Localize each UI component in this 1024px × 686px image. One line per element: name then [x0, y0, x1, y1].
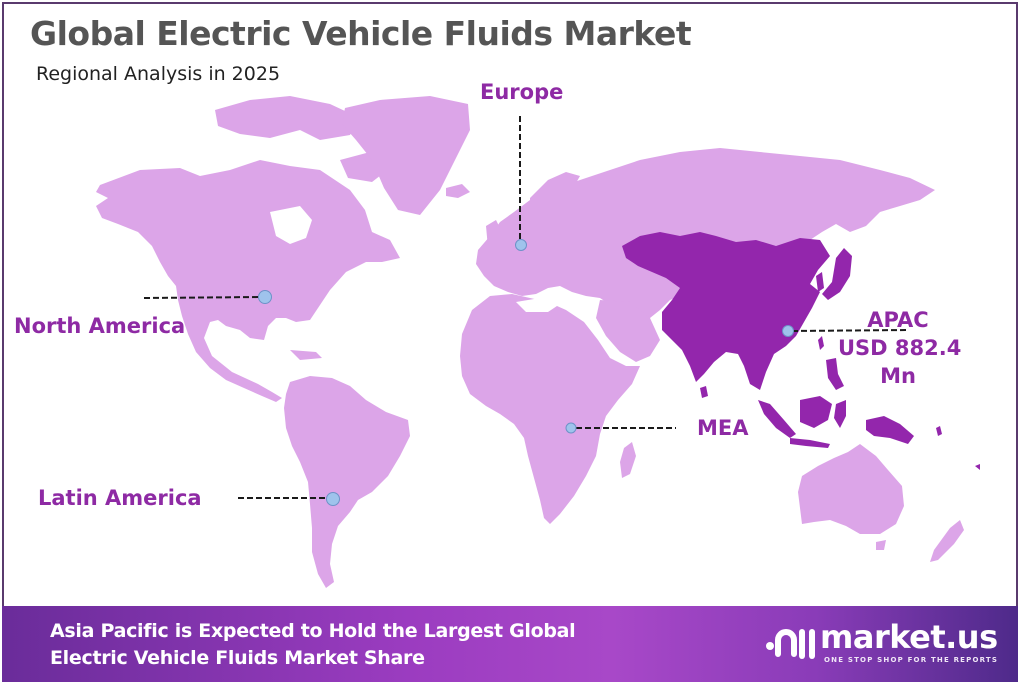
europe-marker[interactable] — [515, 239, 527, 251]
water-cutouts — [270, 206, 576, 312]
south-america-shape — [284, 376, 410, 588]
north-america-marker[interactable] — [258, 290, 272, 304]
region-label-north-america: North America — [14, 314, 186, 338]
apac-unit: Mn — [880, 364, 916, 388]
apac-region — [622, 232, 980, 470]
apac-leader-line — [791, 329, 909, 332]
market-us-logo[interactable]: market.us ONE STOP SHOP FOR THE REPORTS — [764, 618, 1004, 668]
africa-shape — [460, 294, 640, 524]
latin-america-marker[interactable] — [326, 492, 340, 506]
arctic-islands-shape — [215, 96, 360, 140]
banner-headline: Asia Pacific is Expected to Hold the Lar… — [50, 618, 576, 672]
logo-wordmark: market.us — [820, 618, 998, 656]
australia-shape — [798, 444, 904, 534]
world-map — [96, 96, 980, 588]
region-label-latin-america: Latin America — [38, 486, 202, 510]
greenland-shape — [342, 96, 470, 215]
leader-lines — [143, 116, 909, 499]
market-us-logo-icon — [766, 629, 815, 659]
logo-tagline: ONE STOP SHOP FOR THE REPORTS — [824, 656, 999, 664]
apac-value: USD 882.4 — [838, 336, 962, 360]
footer-banner: Asia Pacific is Expected to Hold the Lar… — [2, 606, 1018, 682]
apac-mainland-shape — [622, 232, 830, 390]
banner-line-1: Asia Pacific is Expected to Hold the Lar… — [50, 620, 576, 642]
north-america-shape — [96, 160, 400, 402]
region-label-apac: APAC USD 882.4 Mn — [838, 306, 962, 390]
base-continents — [96, 96, 964, 588]
north-america-leader-line — [143, 296, 263, 299]
region-label-mea: MEA — [697, 416, 749, 440]
page-subtitle: Regional Analysis in 2025 — [36, 63, 281, 85]
apac-marker[interactable] — [782, 325, 794, 337]
apac-name: APAC — [867, 308, 929, 332]
region-markers — [258, 239, 794, 506]
mea-marker[interactable] — [565, 422, 577, 434]
banner-line-2: Electric Vehicle Fluids Market Share — [50, 647, 425, 669]
region-label-europe: Europe — [480, 80, 564, 104]
page-title: Global Electric Vehicle Fluids Market — [30, 14, 692, 53]
